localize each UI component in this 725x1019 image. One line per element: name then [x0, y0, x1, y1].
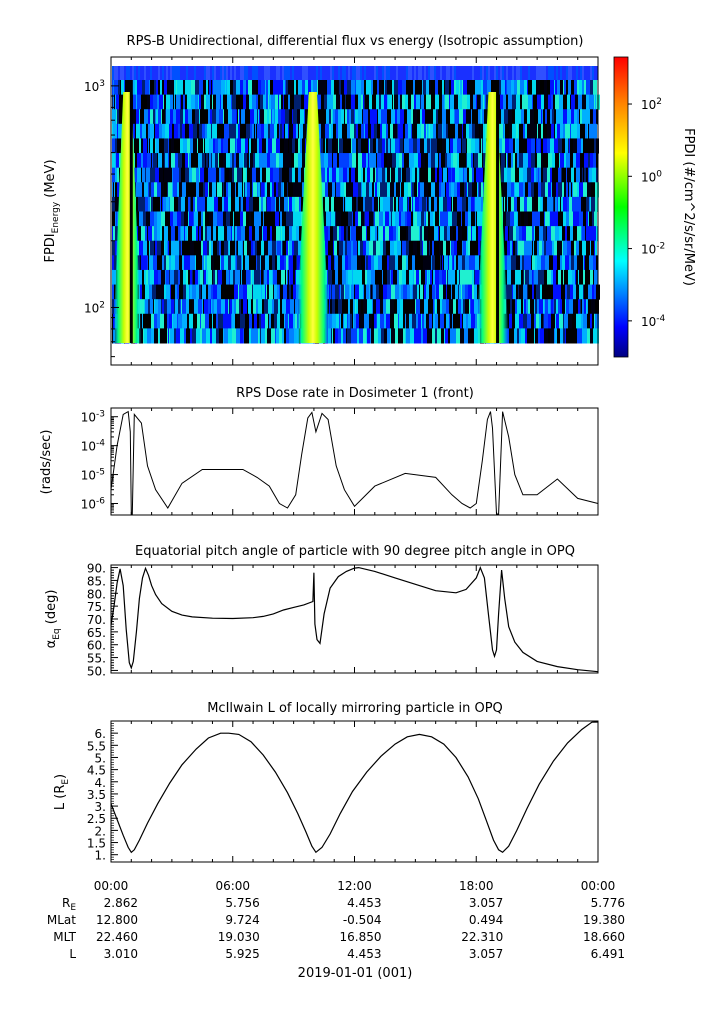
hot-pass-band — [113, 92, 142, 343]
hot-pass-band — [476, 92, 509, 343]
panel4-title: McIlwain L of locally mirroring particle… — [207, 701, 503, 716]
y-tick-label: 1.5 — [87, 837, 106, 851]
mcilwain-l-series — [110, 721, 599, 854]
panel2-title: RPS Dose rate in Dosimeter 1 (front) — [236, 386, 474, 401]
ephemeris-cell: 5.776 — [591, 896, 625, 910]
colorbar-label: FPDI (#/cm^2/s/sr/MeV) — [681, 128, 696, 286]
ephemeris-cell: 22.310 — [461, 930, 503, 944]
y-tick-label: 2.5 — [87, 812, 106, 826]
ephemeris-cell: -0.504 — [343, 913, 382, 927]
y-tick-label: 103 — [84, 79, 105, 94]
y-tick-label: 2. — [95, 824, 106, 838]
ephemeris-cell: 3.010 — [104, 947, 138, 961]
panel-pitch-angle: Equatorial pitch angle of particle with … — [44, 544, 599, 678]
hot-pass-band — [295, 92, 331, 343]
ephemeris-cell: 22.460 — [96, 930, 138, 944]
y-tick-label: 102 — [84, 300, 105, 315]
y-tick-label: 65. — [87, 626, 106, 640]
y-tick-label: 3. — [95, 800, 106, 814]
y-tick-label: 4. — [95, 776, 106, 790]
y-tick-label: 5. — [95, 751, 106, 765]
y-tick-label: 50. — [87, 664, 106, 678]
y-tick-label: 55. — [87, 652, 106, 666]
ephemeris-cell: 19.030 — [218, 930, 260, 944]
panel-mcilwain-l: McIlwain L of locally mirroring particle… — [53, 701, 599, 863]
panel-flux-spectrogram: RPS-B Unidirectional, differential flux … — [43, 34, 696, 366]
ephemeris-cell: 3.057 — [469, 947, 503, 961]
y-tick-label: 10-2 — [641, 242, 665, 257]
y-tick-label: 10-6 — [81, 496, 106, 511]
ephemeris-cell: 18:00 — [459, 879, 494, 893]
ephemeris-cell: 16.850 — [340, 930, 382, 944]
y-tick-label: 3.5 — [87, 788, 106, 802]
y-tick-label: 75. — [87, 600, 106, 614]
y-tick-label: 102 — [641, 97, 662, 112]
y-tick-label: 4.5 — [87, 764, 106, 778]
panel1-title: RPS-B Unidirectional, differential flux … — [127, 34, 584, 49]
ephemeris-cell: 5.756 — [225, 896, 259, 910]
y-tick-label: 80. — [87, 587, 106, 601]
ephemeris-cell: 3.057 — [469, 896, 503, 910]
panel4-ylabel: L (RE) — [53, 774, 71, 810]
y-tick-label: 10-4 — [641, 314, 666, 329]
y-tick-label: 6. — [95, 727, 106, 741]
ephemeris-cell: 12:00 — [337, 879, 372, 893]
ephemeris-row-header: L — [69, 947, 76, 961]
ephemeris-cell: 00:00 — [94, 879, 129, 893]
y-tick-label: 90. — [87, 562, 106, 576]
ephemeris-row-header: RE — [62, 896, 76, 913]
colorbar — [613, 56, 629, 358]
panel-dose-rate: RPS Dose rate in Dosimeter 1 (front) 10-… — [39, 386, 599, 516]
ephemeris-cell: 18.660 — [583, 930, 625, 944]
ephemeris-row-header: MLT — [53, 930, 76, 944]
y-tick-label: 60. — [87, 639, 106, 653]
y-tick-label: 10-5 — [81, 468, 105, 483]
ephemeris-cell: 06:00 — [215, 879, 250, 893]
ephemeris-cell: 4.453 — [347, 947, 381, 961]
y-tick-label: 85. — [87, 574, 106, 588]
ephemeris-cell: 4.453 — [347, 896, 381, 910]
ephemeris-cell: 6.491 — [591, 947, 625, 961]
ephemeris-cell: 12.800 — [96, 913, 138, 927]
ephemeris-row-header: MLat — [47, 913, 76, 927]
ephemeris-cell: 9.724 — [225, 913, 259, 927]
panel3-title: Equatorial pitch angle of particle with … — [135, 544, 575, 559]
panel1-ylabel: FPDIEnergy (MeV) — [43, 159, 61, 262]
date-label: 2019-01-01 (001) — [298, 966, 413, 981]
ephemeris-cell: 5.925 — [225, 947, 259, 961]
dose-rate-series — [110, 410, 599, 515]
ephemeris-cell: 19.380 — [583, 913, 625, 927]
y-tick-label: 10-4 — [81, 439, 106, 454]
pitch-angle-series — [110, 565, 599, 673]
panel2-ylabel: (rads/sec) — [39, 430, 54, 495]
y-tick-label: 70. — [87, 613, 106, 627]
ephemeris-cell: 2.862 — [104, 896, 138, 910]
ephemeris-cell: 0.494 — [469, 913, 503, 927]
ephemeris-cell: 00:00 — [581, 879, 616, 893]
panel3-ylabel: αEq (deg) — [44, 590, 62, 649]
y-tick-label: 5.5 — [87, 739, 106, 753]
y-tick-label: 100 — [641, 169, 662, 184]
y-tick-label: 1. — [95, 849, 106, 863]
y-tick-label: 10-3 — [81, 410, 105, 425]
